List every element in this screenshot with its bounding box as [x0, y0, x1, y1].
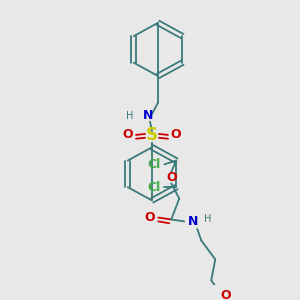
Text: Cl: Cl	[148, 158, 161, 171]
Text: N: N	[143, 110, 153, 122]
Text: O: O	[166, 171, 177, 184]
Text: H: H	[204, 214, 211, 224]
Text: H: H	[126, 111, 134, 121]
Text: O: O	[144, 211, 154, 224]
Text: O: O	[123, 128, 133, 141]
Text: N: N	[188, 215, 198, 228]
Text: O: O	[220, 289, 231, 300]
Text: O: O	[171, 128, 181, 141]
Text: Cl: Cl	[148, 181, 161, 194]
Text: S: S	[146, 126, 158, 144]
